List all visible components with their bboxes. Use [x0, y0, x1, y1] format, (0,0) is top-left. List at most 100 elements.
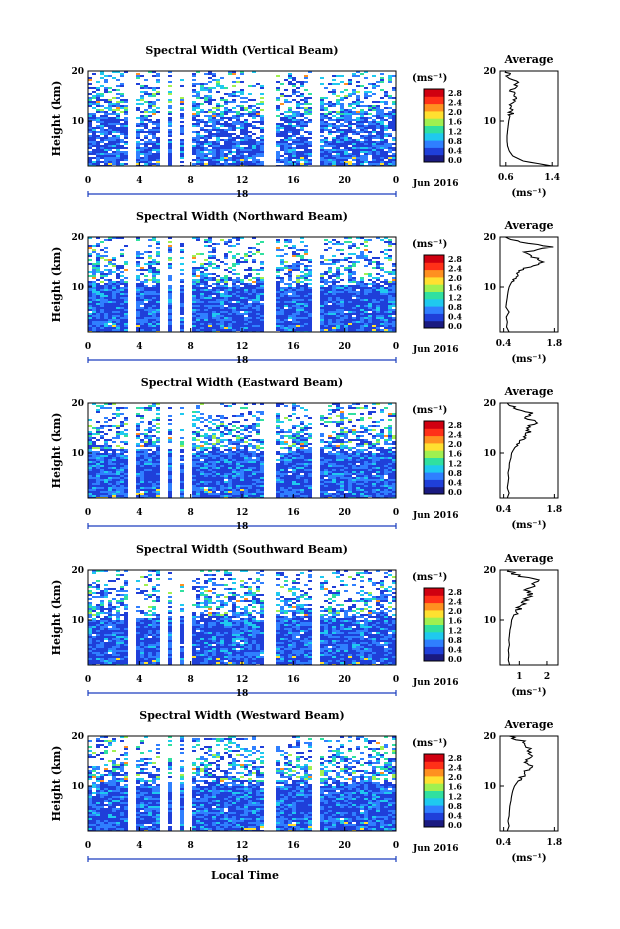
heat-cell — [380, 141, 384, 143]
heat-cell — [204, 115, 208, 117]
heat-cell — [120, 139, 124, 141]
heat-cell — [204, 89, 208, 91]
heat-cell — [392, 97, 396, 99]
heat-cell — [300, 271, 304, 273]
heat-cell — [192, 415, 196, 417]
heat-cell — [124, 297, 128, 299]
heat-cell — [200, 297, 204, 299]
heat-cell — [140, 299, 144, 301]
heat-cell — [216, 319, 220, 321]
heat-cell — [140, 313, 144, 315]
heat-cell — [96, 147, 100, 149]
heat-cell — [304, 287, 308, 289]
heat-cell — [136, 445, 140, 447]
heat-cell — [200, 137, 204, 139]
heat-cell — [256, 155, 260, 157]
heat-cell — [340, 453, 344, 455]
heat-cell — [308, 289, 312, 291]
heat-cell — [296, 277, 300, 279]
heat-cell — [364, 149, 368, 151]
heat-cell — [168, 147, 172, 149]
heat-cell — [216, 275, 220, 277]
heat-cell — [108, 153, 112, 155]
heat-cell — [88, 447, 92, 449]
heat-cell — [120, 407, 124, 409]
heat-cell — [360, 307, 364, 309]
heat-cell — [372, 131, 376, 133]
heat-cell — [360, 449, 364, 451]
heat-cell — [372, 145, 376, 147]
heat-cell — [380, 101, 384, 103]
heat-cell — [252, 157, 256, 159]
heat-cell — [220, 105, 224, 107]
heat-cell — [228, 291, 232, 293]
heat-cell — [144, 309, 148, 311]
heat-cell — [228, 133, 232, 135]
heat-cell — [168, 317, 172, 319]
heat-cell — [100, 127, 104, 129]
heat-cell — [152, 157, 156, 159]
heat-cell — [180, 287, 184, 289]
heat-cell — [300, 329, 304, 331]
heat-cell — [148, 291, 152, 293]
heat-cell — [88, 323, 92, 325]
heat-cell — [212, 257, 216, 259]
heat-cell — [376, 441, 380, 443]
heat-cell — [372, 85, 376, 87]
heat-cell — [108, 149, 112, 151]
heat-cell — [300, 453, 304, 455]
heat-cell — [236, 281, 240, 283]
heat-cell — [88, 297, 92, 299]
heat-cell — [224, 449, 228, 451]
heat-cell — [244, 135, 248, 137]
heat-cell — [120, 145, 124, 147]
heat-cell — [308, 103, 312, 105]
heat-cell — [100, 277, 104, 279]
heat-cell — [368, 95, 372, 97]
y-axis-label: Height (km) — [50, 247, 63, 323]
heat-cell — [248, 443, 252, 445]
heat-cell — [356, 163, 360, 165]
heat-cell — [244, 303, 248, 305]
heat-cell — [344, 307, 348, 309]
heat-cell — [308, 443, 312, 445]
heat-cell — [96, 317, 100, 319]
heat-cell — [180, 257, 184, 259]
heat-cell — [276, 97, 280, 99]
heat-cell — [144, 101, 148, 103]
heat-cell — [308, 313, 312, 315]
heat-cell — [344, 163, 348, 165]
heat-cell — [392, 157, 396, 159]
heat-cell — [252, 247, 256, 249]
heat-cell — [180, 441, 184, 443]
heat-cell — [252, 451, 256, 453]
heat-cell — [332, 111, 336, 113]
heat-cell — [88, 431, 92, 433]
heat-cell — [152, 267, 156, 269]
heat-cell — [208, 121, 212, 123]
heat-cell — [376, 135, 380, 137]
heat-cell — [180, 325, 184, 327]
heat-cell — [260, 267, 264, 269]
heat-cell — [152, 319, 156, 321]
heat-cell — [192, 163, 196, 165]
heat-cell — [364, 97, 368, 99]
heat-cell — [168, 151, 172, 153]
heat-cell — [260, 443, 264, 445]
heat-cell — [116, 143, 120, 145]
heat-cell — [340, 143, 344, 145]
heat-cell — [108, 113, 112, 115]
heat-cell — [388, 249, 392, 251]
heat-cell — [332, 275, 336, 277]
colorbar-swatch — [424, 147, 444, 156]
heat-cell — [360, 313, 364, 315]
heat-cell — [220, 293, 224, 295]
heat-cell — [168, 119, 172, 121]
heat-cell — [124, 261, 128, 263]
heat-cell — [92, 163, 96, 165]
heat-cell — [304, 249, 308, 251]
heat-cell — [112, 283, 116, 285]
heat-cell — [252, 117, 256, 119]
heat-cell — [104, 425, 108, 427]
heat-cell — [288, 75, 292, 77]
